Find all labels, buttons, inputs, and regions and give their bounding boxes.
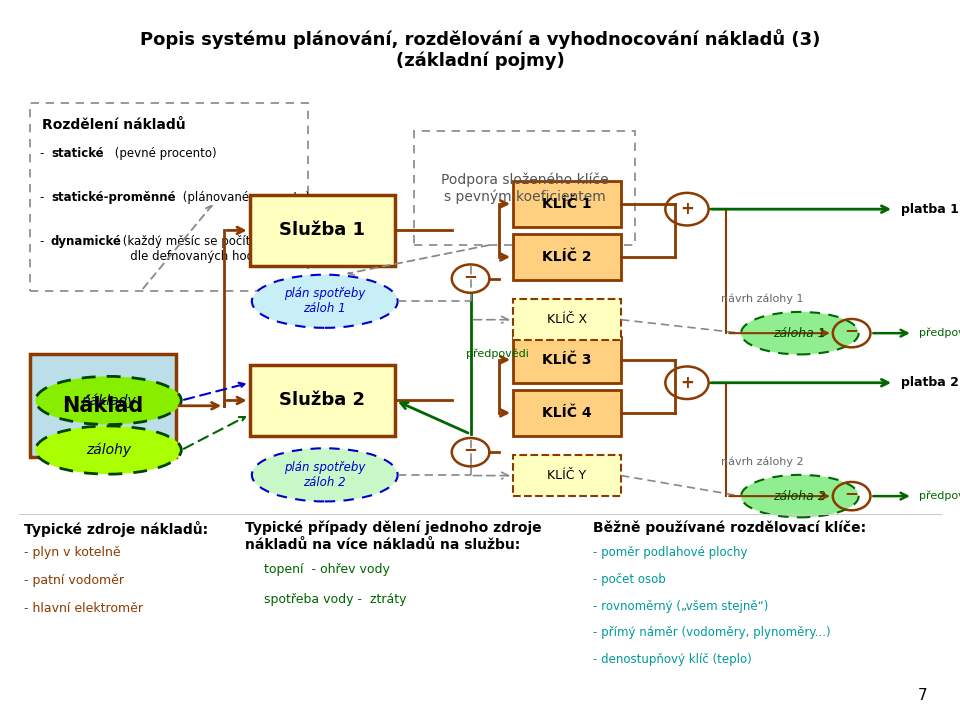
Text: KLÍČ X: KLÍČ X	[547, 313, 588, 326]
Text: KLÍČ 2: KLÍČ 2	[542, 250, 591, 264]
Text: (plánované procento): (plánované procento)	[179, 191, 310, 204]
Bar	[414, 131, 636, 244]
Text: platba 2: platba 2	[901, 376, 959, 389]
Text: KLÍČ 1: KLÍČ 1	[542, 197, 591, 211]
Bar	[31, 103, 308, 291]
Text: 7: 7	[917, 688, 927, 703]
Text: - hlavní elektroměr: - hlavní elektroměr	[24, 602, 143, 615]
Text: Náklad: Náklad	[62, 395, 144, 416]
Text: -: -	[39, 191, 48, 204]
Text: statické: statické	[51, 147, 104, 160]
Text: - počet osob: - počet osob	[593, 573, 665, 586]
Text: náklady: náklady	[81, 393, 135, 408]
Text: plán spotřeby
záloh 1: plán spotřeby záloh 1	[284, 287, 366, 315]
Text: +: +	[680, 374, 694, 392]
Text: +: +	[680, 200, 694, 218]
Text: spotřeba vody -  ztráty: spotřeba vody - ztráty	[264, 593, 406, 606]
Text: návrh zálohy 2: návrh zálohy 2	[721, 457, 804, 467]
Bar	[513, 390, 621, 436]
Text: Typické případy dělení jednoho zdroje
nákladů na více nákladů na službu:: Typické případy dělení jednoho zdroje ná…	[245, 521, 541, 552]
Ellipse shape	[36, 426, 181, 474]
Text: dynamické: dynamické	[51, 235, 122, 248]
Bar	[513, 234, 621, 280]
Text: - plyn v kotelně: - plyn v kotelně	[24, 546, 120, 559]
Text: -: -	[39, 147, 48, 160]
Text: (základní pojmy): (základní pojmy)	[396, 51, 564, 69]
Ellipse shape	[252, 275, 397, 328]
Text: předpověď 1: předpověď 1	[920, 328, 960, 338]
Ellipse shape	[36, 377, 181, 424]
Text: −: −	[464, 267, 477, 285]
Text: -: -	[39, 235, 48, 248]
Ellipse shape	[741, 475, 858, 518]
Text: zálohy: zálohy	[85, 442, 131, 458]
Text: záloha 1: záloha 1	[774, 327, 827, 340]
Ellipse shape	[252, 448, 397, 502]
Text: předpověď 2: předpověď 2	[920, 491, 960, 501]
Text: −: −	[845, 321, 858, 339]
Bar	[513, 455, 621, 496]
Text: - poměr podlahové plochy: - poměr podlahové plochy	[593, 546, 748, 559]
Text: Služba 1: Služba 1	[279, 221, 366, 239]
Bar	[31, 354, 176, 457]
Text: −: −	[845, 484, 858, 502]
Bar	[513, 337, 621, 382]
Text: KLÍČ 3: KLÍČ 3	[542, 353, 591, 367]
Text: topení  - ohřev vody: topení - ohřev vody	[264, 563, 390, 576]
Text: (každý měsíc se počítá zvlášť,
   dle defnovaných hodnot): (každý měsíc se počítá zvlášť, dle defno…	[119, 235, 300, 263]
Text: Popis systému plánování, rozdělování a vyhodnocování nákladů (3): Popis systému plánování, rozdělování a v…	[140, 29, 820, 49]
Text: - patní vodoměr: - patní vodoměr	[24, 574, 124, 587]
Text: KLÍČ Y: KLÍČ Y	[547, 469, 587, 482]
Text: - denostupňový klíč (teplo): - denostupňový klíč (teplo)	[593, 654, 752, 667]
Text: návrh zálohy 1: návrh zálohy 1	[721, 294, 804, 304]
Text: záloha 2: záloha 2	[774, 489, 827, 502]
Ellipse shape	[741, 312, 858, 354]
Bar	[513, 299, 621, 341]
Text: KLÍČ 4: KLÍČ 4	[542, 406, 591, 420]
Bar	[250, 365, 396, 436]
Text: Služba 2: Služba 2	[279, 391, 366, 409]
Text: předpovědi: předpovědi	[466, 348, 529, 359]
Text: −: −	[464, 440, 477, 458]
Text: - přímý náměr (vodoměry, plynoměry...): - přímý náměr (vodoměry, plynoměry...)	[593, 627, 830, 640]
Text: plán spotřeby
záloh 2: plán spotřeby záloh 2	[284, 461, 366, 489]
Bar	[250, 195, 396, 266]
Text: Podpora složeného klíče
s pevným koeficientem: Podpora složeného klíče s pevným koefici…	[441, 172, 609, 204]
Text: - rovnoměrný („všem stejně“): - rovnoměrný („všem stejně“)	[593, 599, 768, 612]
Bar	[513, 181, 621, 227]
Text: (pevné procento): (pevné procento)	[111, 147, 217, 160]
Text: platba 1: platba 1	[901, 202, 959, 215]
Text: statické-proměnné: statické-proměnné	[51, 191, 176, 204]
Text: Běžně používané rozdělovací klíče:: Běžně používané rozdělovací klíče:	[593, 521, 866, 536]
Text: Rozdělení nákladů: Rozdělení nákladů	[41, 119, 185, 132]
Text: Typické zdroje nákladů:: Typické zdroje nákladů:	[24, 521, 207, 537]
